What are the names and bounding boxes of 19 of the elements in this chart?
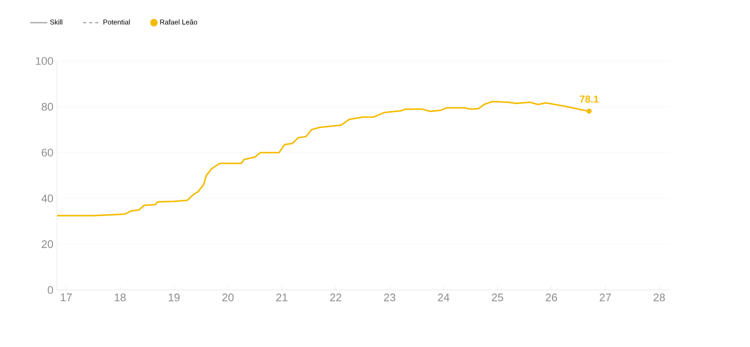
- x-tick-label: 23: [384, 294, 396, 302]
- x-tick-label: 17: [60, 294, 72, 302]
- x-tick-label: 28: [654, 294, 665, 302]
- y-tick-label: 60: [42, 148, 54, 156]
- y-tick-label: 100: [36, 57, 54, 65]
- x-tick-label: 21: [276, 294, 288, 302]
- x-tick-label: 22: [330, 294, 342, 302]
- x-tick-label: 24: [438, 294, 450, 302]
- x-tick-label: 26: [546, 294, 558, 302]
- x-tick-label: 19: [168, 294, 180, 302]
- data-label: 78.1: [580, 96, 599, 103]
- y-tick-label: 0: [48, 286, 54, 294]
- y-tick-label: 40: [41, 194, 54, 202]
- x-tick-label: 25: [492, 294, 504, 302]
- y-tick-label: 20: [42, 240, 54, 248]
- y-tick-label: 80: [42, 102, 54, 111]
- x-tick-label: 20: [222, 294, 234, 302]
- x-tick-label: 27: [600, 294, 611, 302]
- x-tick-label: 18: [114, 294, 126, 302]
